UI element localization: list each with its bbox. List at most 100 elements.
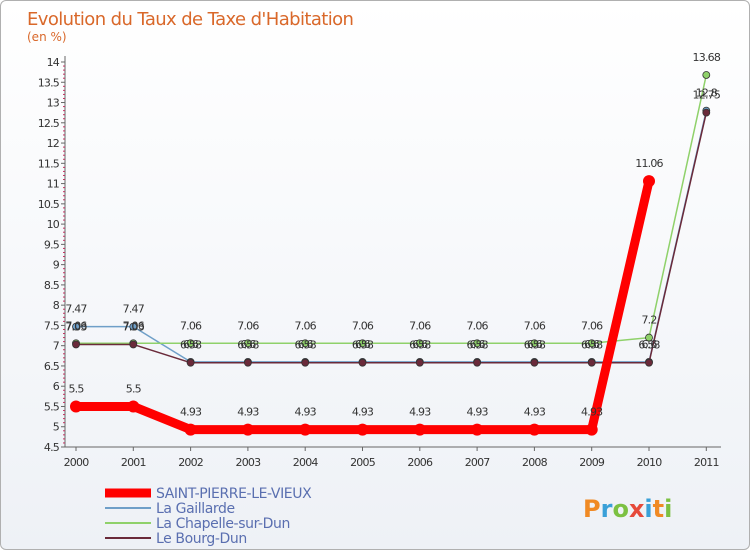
data-point xyxy=(72,322,80,331)
data-label: 6.58 xyxy=(237,339,259,352)
x-tick-label: 2010 xyxy=(637,456,663,469)
y-tick-label: 7.5 xyxy=(44,319,60,332)
data-label: 7.03 xyxy=(123,320,145,333)
data-point xyxy=(129,322,138,331)
x-tick-label: 2004 xyxy=(293,456,319,469)
y-tick-label: 13 xyxy=(47,97,60,110)
data-point xyxy=(415,339,424,348)
chart-title: Evolution du Taux de Taxe d'Habitation xyxy=(27,9,353,30)
data-point xyxy=(184,423,197,436)
data-label: 12.8 xyxy=(696,87,718,100)
data-point xyxy=(186,339,195,348)
y-tick-label: 7 xyxy=(53,340,60,353)
data-point xyxy=(702,71,711,79)
data-point xyxy=(702,108,711,117)
data-label: 11.06 xyxy=(635,157,663,170)
y-tick-label: 9 xyxy=(53,259,60,272)
logo-letter: o xyxy=(612,495,629,523)
data-point xyxy=(70,400,82,413)
data-point xyxy=(471,423,484,436)
y-tick-label: 13.5 xyxy=(38,76,60,89)
data-label: 7.2 xyxy=(641,314,656,327)
data-label: 6.6 xyxy=(298,338,314,351)
x-tick-label: 2000 xyxy=(64,456,90,469)
data-label: 7.06 xyxy=(352,319,374,332)
legend-label: Le Bourg-Dun xyxy=(156,531,247,547)
data-label: 6.58 xyxy=(466,339,488,352)
y-tick-label: 4.5 xyxy=(44,441,60,454)
data-point xyxy=(587,358,596,367)
data-label: 5.5 xyxy=(68,382,84,395)
data-label: 6.6 xyxy=(183,338,199,351)
data-point xyxy=(587,339,596,348)
y-tick-label: 10 xyxy=(47,218,60,231)
y-tick-label: 5 xyxy=(53,421,60,434)
y-tick-label: 11.5 xyxy=(38,157,60,170)
data-label: 4.93 xyxy=(180,406,202,419)
logo-letter: P xyxy=(583,495,601,523)
data-label: 6.6 xyxy=(355,338,371,351)
data-label: 6.58 xyxy=(295,339,317,352)
data-label: 7.06 xyxy=(581,319,603,332)
y-tick-label: 8.5 xyxy=(44,279,60,292)
data-label: 6.6 xyxy=(470,338,486,351)
data-point xyxy=(356,423,369,436)
y-tick-label: 10.5 xyxy=(38,198,60,211)
data-point xyxy=(585,423,598,436)
data-point xyxy=(645,333,653,342)
data-point xyxy=(241,423,254,436)
data-label: 6.6 xyxy=(412,338,428,351)
data-label: 6.58 xyxy=(524,339,546,352)
data-label: 6.58 xyxy=(581,339,603,352)
data-label: 6.6 xyxy=(240,338,256,351)
y-tick-label: 12 xyxy=(47,137,59,150)
x-tick-label: 2009 xyxy=(579,456,605,469)
data-label: 7.47 xyxy=(65,303,87,316)
series-line-3 xyxy=(75,111,708,364)
data-label: 13.68 xyxy=(693,51,721,64)
logo-letter: i xyxy=(644,495,652,523)
data-label: 6.6 xyxy=(527,338,543,351)
data-point xyxy=(473,358,482,367)
data-point xyxy=(643,175,655,188)
proxiti-logo: Proxiti xyxy=(583,495,672,523)
legend-label: La Gaillarde xyxy=(156,501,235,517)
data-label: 6.58 xyxy=(180,339,202,352)
data-point xyxy=(301,358,310,367)
x-tick-label: 2001 xyxy=(121,456,146,469)
data-point xyxy=(358,358,367,367)
y-tick-label: 11 xyxy=(47,178,59,191)
data-label: 7.06 xyxy=(466,319,488,332)
data-point xyxy=(243,339,252,348)
logo-letter: r xyxy=(601,495,613,523)
series-line-2 xyxy=(75,74,708,345)
x-tick-label: 2006 xyxy=(407,456,433,469)
chart-subtitle: (en %) xyxy=(27,30,67,44)
data-point xyxy=(530,339,539,348)
data-label: 6.58 xyxy=(638,339,660,352)
data-label: 12.75 xyxy=(693,89,721,102)
data-point xyxy=(127,400,140,413)
y-tick-label: 12.5 xyxy=(38,117,60,130)
y-tick-label: 9.5 xyxy=(44,238,60,251)
data-label: 4.93 xyxy=(524,406,546,419)
x-tick-label: 2008 xyxy=(522,456,548,469)
data-label: 7.06 xyxy=(65,319,87,332)
data-point xyxy=(186,358,195,367)
data-label: 7.06 xyxy=(180,319,202,332)
data-label: 6.6 xyxy=(584,338,600,351)
legend-label: La Chapelle-sur-Dun xyxy=(156,516,290,532)
data-label: 7.06 xyxy=(123,319,145,332)
data-point xyxy=(243,358,252,367)
x-tick-label: 2005 xyxy=(350,456,376,469)
data-label: 7.47 xyxy=(123,303,145,316)
data-point xyxy=(413,423,426,436)
data-label: 4.93 xyxy=(409,406,431,419)
data-point xyxy=(358,339,367,348)
plot-area: 5.5 5.5 4.93 4.93 4.93 4.93 4.93 4.93 4.93 4.93 11… xyxy=(65,51,722,436)
data-label: 6.58 xyxy=(352,339,374,352)
data-point xyxy=(528,423,541,436)
